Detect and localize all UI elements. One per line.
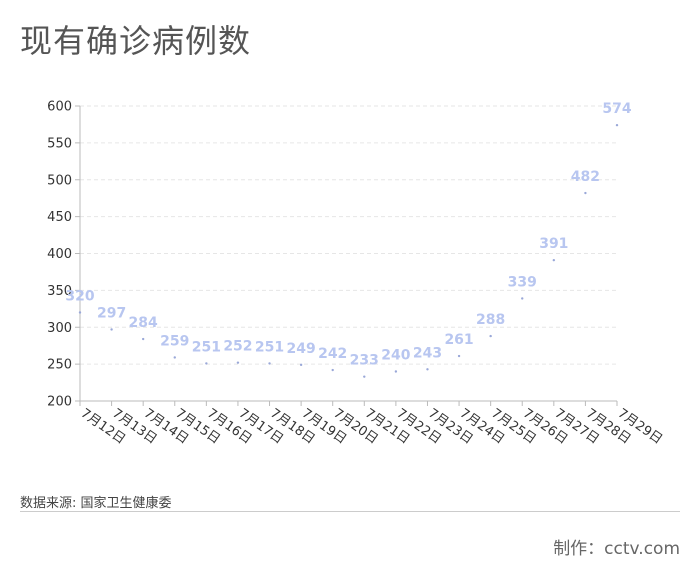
data-label: 251	[255, 339, 284, 355]
data-point	[363, 375, 366, 378]
data-point	[173, 356, 176, 359]
data-point	[236, 361, 240, 364]
chart-title: 现有确诊病例数	[20, 22, 252, 60]
data-label: 297	[97, 305, 126, 321]
data-point	[331, 368, 334, 372]
footer-divider	[20, 511, 680, 512]
x-tick-labels: 7月12日7月13日7月14日7月15日7月16日7月17日7月18日7月19日…	[78, 406, 665, 447]
chart-area: 200 250 300 350 400 450 500 550 600 7月12日7月13日7月…	[47, 100, 665, 448]
data-label: 261	[444, 332, 473, 348]
data-source: 数据来源: 国家卫生健康委	[20, 496, 172, 511]
y-tick-labels: 200 250 300 350 400 450 500 550 600	[47, 100, 72, 410]
y-tick-label: 550	[47, 136, 72, 151]
data-label: 240	[381, 348, 410, 364]
credit-text: 制作：cctv.com	[553, 539, 680, 559]
y-tick-label: 500	[47, 173, 72, 188]
data-label: 252	[223, 339, 252, 355]
y-tick-label: 400	[47, 247, 72, 262]
data-point	[268, 362, 271, 365]
data-point	[426, 368, 429, 371]
data-label: 391	[539, 236, 568, 252]
data-point	[489, 334, 492, 338]
data-point	[205, 362, 208, 365]
y-tick-label: 350	[47, 284, 72, 299]
data-point	[552, 258, 556, 262]
data-point	[299, 363, 303, 367]
data-point	[457, 354, 461, 358]
data-label: 243	[413, 345, 442, 361]
data-label: 242	[318, 346, 347, 362]
data-label: 574	[602, 101, 631, 117]
y-tick-label: 200	[47, 395, 72, 410]
data-label: 249	[287, 341, 316, 357]
data-label: 320	[65, 289, 94, 305]
y-tick-label: 450	[47, 210, 72, 225]
data-points	[78, 123, 619, 378]
data-point	[584, 191, 587, 195]
data-label: 482	[571, 169, 600, 185]
data-label: 251	[192, 339, 221, 355]
data-label: 233	[350, 353, 379, 369]
data-point	[394, 370, 398, 373]
data-point	[615, 123, 619, 127]
grid-lines	[80, 105, 617, 365]
y-tick-label: 300	[47, 321, 72, 336]
data-point	[110, 328, 113, 331]
data-label: 284	[129, 315, 158, 331]
y-tick-label: 600	[47, 100, 72, 115]
data-label: 339	[508, 274, 537, 290]
data-point	[141, 337, 145, 341]
data-label: 259	[160, 333, 189, 349]
data-point	[521, 297, 524, 300]
axes	[75, 105, 618, 406]
data-point	[78, 311, 82, 314]
y-tick-label: 250	[47, 358, 72, 373]
data-label: 288	[476, 312, 505, 328]
